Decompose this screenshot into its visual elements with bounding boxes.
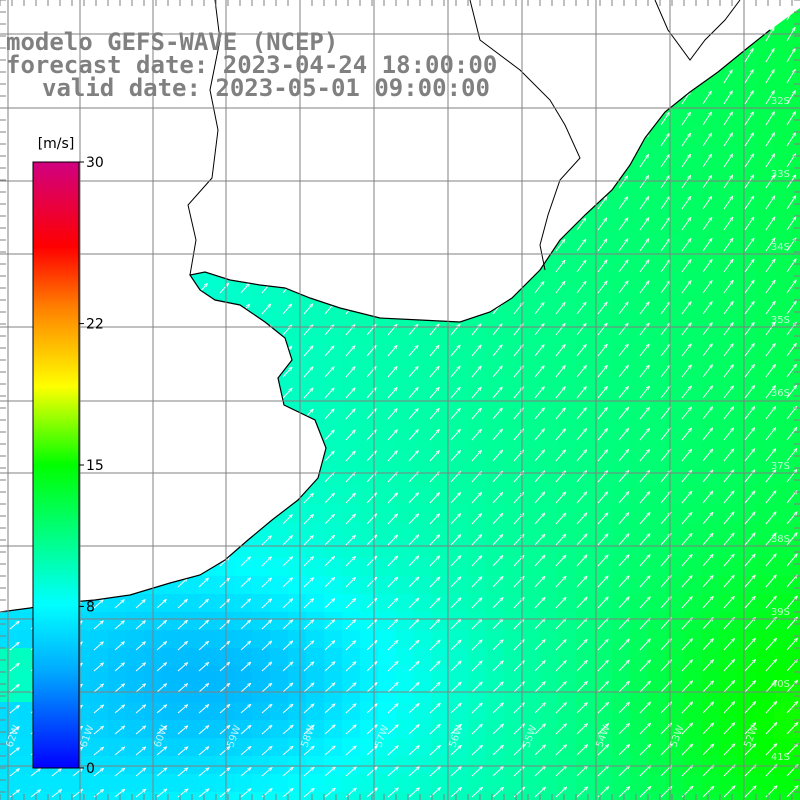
colorbar-unit: [m/s] [38, 136, 75, 152]
valid-date: valid date: 2023-05-01 09:00:00 [42, 74, 490, 102]
land-mass [0, 0, 800, 612]
model-title: modelo GEFS-WAVE (NCEP) [6, 28, 338, 56]
latitude-label: 32S [771, 96, 790, 107]
colorbar-ticks: 30 22 15 8 0 [79, 155, 104, 777]
latitude-label: 36S [771, 388, 790, 399]
colorbar-tick-label: 30 [86, 155, 104, 171]
colorbar-tick-label: 8 [86, 599, 95, 615]
latitude-labels: 32S 33S 34S 35S 36S 37S 38S 39S 40S 41S [771, 96, 790, 763]
forecast-date: forecast date: 2023-04-24 18:00:00 [6, 51, 497, 79]
latitude-label: 35S [771, 315, 790, 326]
border-line [187, 0, 221, 276]
colorbar-gradient [32, 161, 80, 769]
border-line [469, 0, 581, 271]
colorbar-tick-label: 0 [86, 761, 95, 777]
latitude-label: 41S [771, 752, 790, 763]
colorbar-tick-label: 15 [86, 458, 104, 474]
colorbar: [m/s] 30 22 15 8 0 [32, 136, 104, 777]
latitude-label: 40S [771, 679, 790, 690]
latitude-label: 34S [771, 242, 790, 253]
latitude-label: 33S [771, 169, 790, 180]
latitude-label: 39S [771, 607, 790, 618]
colorbar-tick-label: 22 [86, 317, 104, 333]
latitude-label: 38S [771, 534, 790, 545]
latitude-label: 37S [771, 461, 790, 472]
border-line [654, 0, 741, 61]
